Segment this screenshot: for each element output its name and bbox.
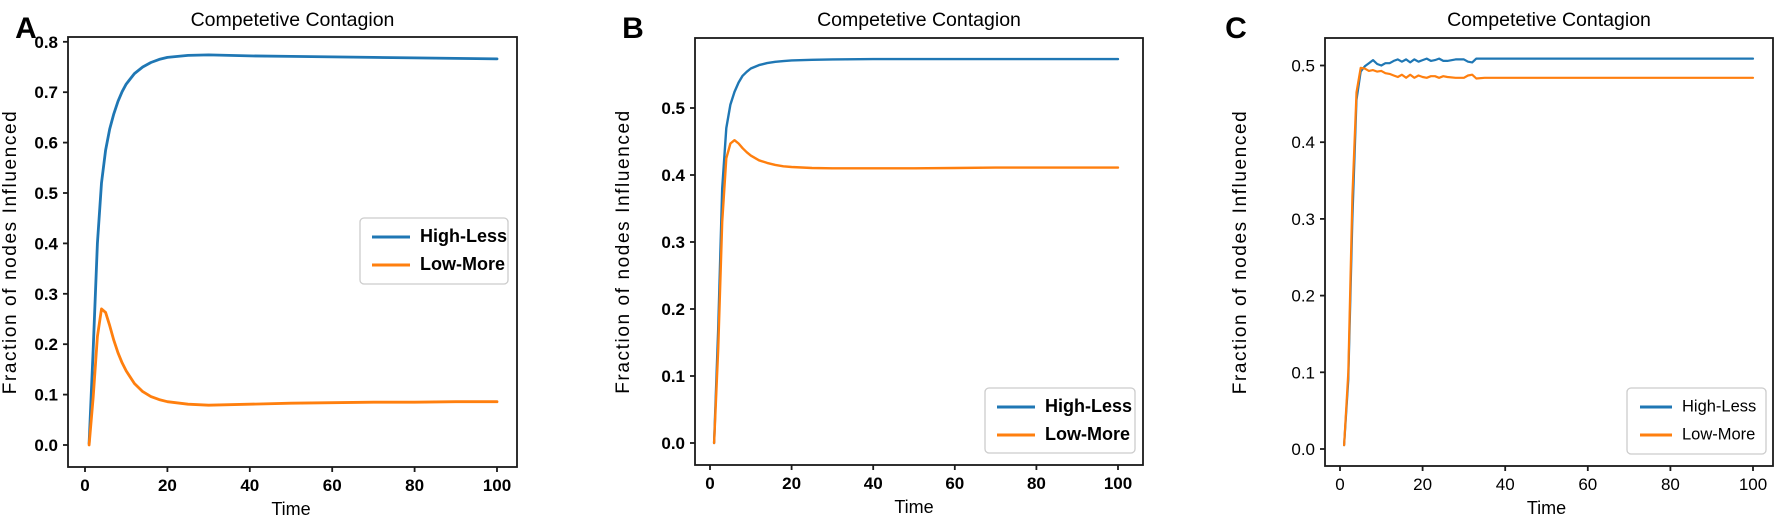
legend-box: [984, 387, 1136, 454]
x-axis-label: Time: [894, 497, 933, 517]
plot-border: [694, 37, 1144, 466]
x-tick-label: 100: [483, 476, 511, 495]
legend-label-high-less: High-Less: [1682, 397, 1756, 415]
panel-label: C: [1225, 12, 1247, 45]
x-tick-label: 80: [1661, 475, 1680, 494]
panel-a: A Competetive Contagion 0 20 40 60 80 100 0.0 0.1…: [0, 0, 595, 532]
y-tick-label: 0.5: [34, 184, 58, 203]
series-line-high-less: [712, 57, 1120, 445]
series-line-low-more: [712, 139, 1120, 445]
y-tick-label: 0.3: [1291, 210, 1315, 229]
x-tick-label: 80: [1027, 474, 1046, 493]
legend-label-low-more: Low-More: [1045, 424, 1130, 444]
legend-label-low-more: Low-More: [420, 254, 505, 274]
x-tick-label: 60: [323, 476, 342, 495]
legend-label-high-less: High-Less: [1045, 396, 1132, 416]
x-tick-label: 100: [1739, 475, 1767, 494]
panel-b: B Competetive Contagion 0 20 40 60 80 100 0.0 0.1…: [595, 0, 1190, 532]
chart-title: Competetive Contagion: [817, 9, 1021, 31]
y-tick-label: 0.0: [661, 434, 685, 453]
legend-box: [1626, 387, 1767, 455]
x-tick-label: 60: [1578, 475, 1597, 494]
y-tick-label: 0.5: [1291, 57, 1315, 76]
panel-c: C Competetive Contagion 0 20 40 60 80 100 0.0 0.1…: [1190, 0, 1784, 532]
y-tick-label: 0.5: [661, 99, 685, 118]
y-tick-label: 0.2: [34, 335, 58, 354]
x-tick-label: 20: [1413, 475, 1432, 494]
y-tick-label: 0.6: [34, 134, 58, 153]
y-tick-label: 0.8: [34, 33, 58, 52]
y-tick-label: 0.7: [34, 83, 58, 102]
y-tick-label: 0.4: [34, 234, 58, 253]
panel-label: A: [15, 12, 37, 45]
y-tick-label: 0.3: [661, 233, 685, 252]
x-tick-label: 20: [782, 474, 801, 493]
x-tick-label: 60: [945, 474, 964, 493]
x-tick-label: 0: [1335, 475, 1344, 494]
chart-title: Competetive Contagion: [191, 9, 395, 31]
y-axis-label: Fraction of nodes Influenced: [613, 109, 634, 394]
x-tick-label: 0: [80, 476, 89, 495]
x-tick-label: 0: [705, 474, 714, 493]
y-tick-label: 0.3: [34, 285, 58, 304]
y-axis-label: Fraction of nodes Influenced: [1230, 110, 1251, 395]
x-axis-label: Time: [271, 499, 310, 519]
y-tick-label: 0.4: [1291, 133, 1315, 152]
legend-label-low-more: Low-More: [1682, 425, 1755, 443]
x-tick-label: 40: [1496, 475, 1515, 494]
series-line-low-more: [87, 307, 499, 447]
series-line-low-more: [1343, 66, 1755, 447]
x-tick-label: 100: [1104, 474, 1132, 493]
series-line-high-less: [1343, 57, 1755, 447]
y-tick-label: 0.0: [1291, 440, 1315, 459]
legend-box: [359, 217, 509, 285]
chart-panel-a: A Competetive Contagion 0 20 40 60 80 100 0.0 0.1…: [0, 9, 518, 519]
legend-label-high-less: High-Less: [420, 226, 507, 246]
y-axis-label: Fraction of nodes Influenced: [0, 110, 21, 395]
y-tick-label: 0.0: [34, 436, 58, 455]
x-tick-label: 80: [405, 476, 424, 495]
y-tick-label: 0.2: [1291, 287, 1315, 306]
x-tick-label: 20: [158, 476, 177, 495]
x-axis-label: Time: [1527, 498, 1566, 518]
x-tick-label: 40: [240, 476, 259, 495]
chart-title: Competetive Contagion: [1447, 9, 1651, 31]
plot-border: [1324, 37, 1774, 467]
y-tick-label: 0.1: [34, 386, 58, 405]
y-tick-label: 0.1: [661, 367, 685, 386]
y-tick-label: 0.4: [661, 166, 685, 185]
x-tick-label: 40: [864, 474, 883, 493]
chart-panel-b: B Competetive Contagion 0 20 40 60 80 100 0.0 0.1…: [613, 9, 1144, 517]
y-tick-label: 0.1: [1291, 363, 1315, 382]
panel-label: B: [622, 12, 644, 45]
chart-panel-c: C Competetive Contagion 0 20 40 60 80 100 0.0 0.1…: [1225, 9, 1774, 518]
y-tick-label: 0.2: [661, 300, 685, 319]
plot-border: [67, 36, 518, 468]
series-line-high-less: [87, 53, 499, 445]
